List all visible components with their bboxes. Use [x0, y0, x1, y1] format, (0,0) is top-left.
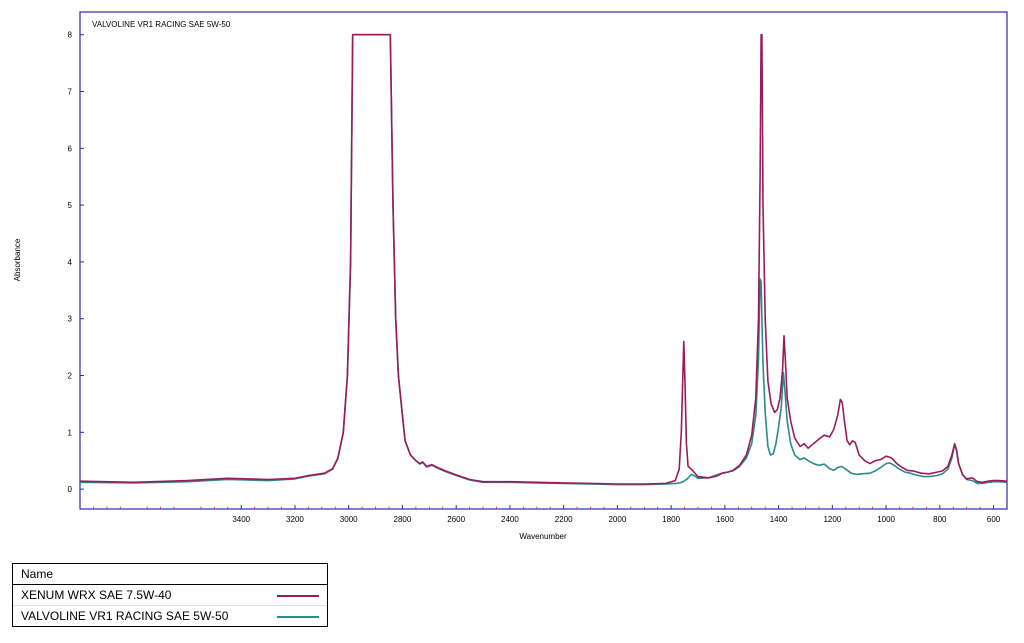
y-tick-label: 1 — [68, 428, 73, 437]
y-tick-label: 8 — [68, 31, 73, 40]
y-tick-label: 6 — [68, 144, 73, 153]
x-tick-label: 1800 — [662, 515, 680, 524]
plot-frame — [79, 11, 1008, 510]
y-tick-label: 3 — [68, 315, 73, 324]
y-tick-label: 0 — [68, 485, 73, 494]
plot-title: VALVOLINE VR1 RACING SAE 5W-50 — [92, 20, 231, 29]
x-tick-label: 3400 — [232, 515, 250, 524]
legend-label: VALVOLINE VR1 RACING SAE 5W-50 — [21, 609, 229, 623]
x-tick-label: 2200 — [555, 515, 573, 524]
legend-header: Name — [13, 564, 327, 585]
x-tick-label: 1200 — [823, 515, 841, 524]
series-layer — [79, 33, 1008, 486]
legend-item-series-2[interactable]: VALVOLINE VR1 RACING SAE 5W-50 — [13, 605, 327, 626]
x-axis: 3400 3200 3000 2800 2600 2400 2200 2000 1800 1600… — [93, 505, 1001, 524]
y-axis-title: Absorbance — [13, 238, 22, 281]
x-tick-label: 3200 — [286, 515, 304, 524]
x-tick-label: 2800 — [394, 515, 412, 524]
series-line-1 — [79, 33, 1008, 485]
legend-swatch — [277, 616, 319, 618]
x-tick-label: 2600 — [447, 515, 465, 524]
x-tick-label: 2000 — [608, 515, 626, 524]
legend-label: XENUM WRX SAE 7.5W-40 — [21, 588, 172, 602]
legend-swatch — [277, 595, 319, 597]
y-tick-label: 2 — [68, 372, 73, 381]
x-tick-label: 600 — [987, 515, 1001, 524]
y-tick-label: 5 — [68, 201, 73, 210]
x-tick-label: 1600 — [716, 515, 734, 524]
spectrum-chart: VALVOLINE VR1 RACING SAE 5W-50 0 1 2 3 4 5 6 7 8… — [13, 11, 1008, 541]
y-axis: 0 1 2 3 4 5 6 7 8 — [68, 31, 84, 494]
x-axis-title: Wavenumber — [519, 532, 567, 541]
x-tick-label: 2400 — [501, 515, 519, 524]
x-tick-label: 1000 — [877, 515, 895, 524]
x-tick-label: 1400 — [770, 515, 788, 524]
y-tick-label: 7 — [68, 88, 73, 97]
x-tick-label: 3000 — [340, 515, 358, 524]
y-tick-label: 4 — [68, 258, 73, 267]
x-tick-label: 800 — [933, 515, 947, 524]
legend: Name XENUM WRX SAE 7.5W-40 VALVOLINE VR1… — [12, 563, 328, 627]
legend-item-series-1[interactable]: XENUM WRX SAE 7.5W-40 — [13, 585, 327, 605]
